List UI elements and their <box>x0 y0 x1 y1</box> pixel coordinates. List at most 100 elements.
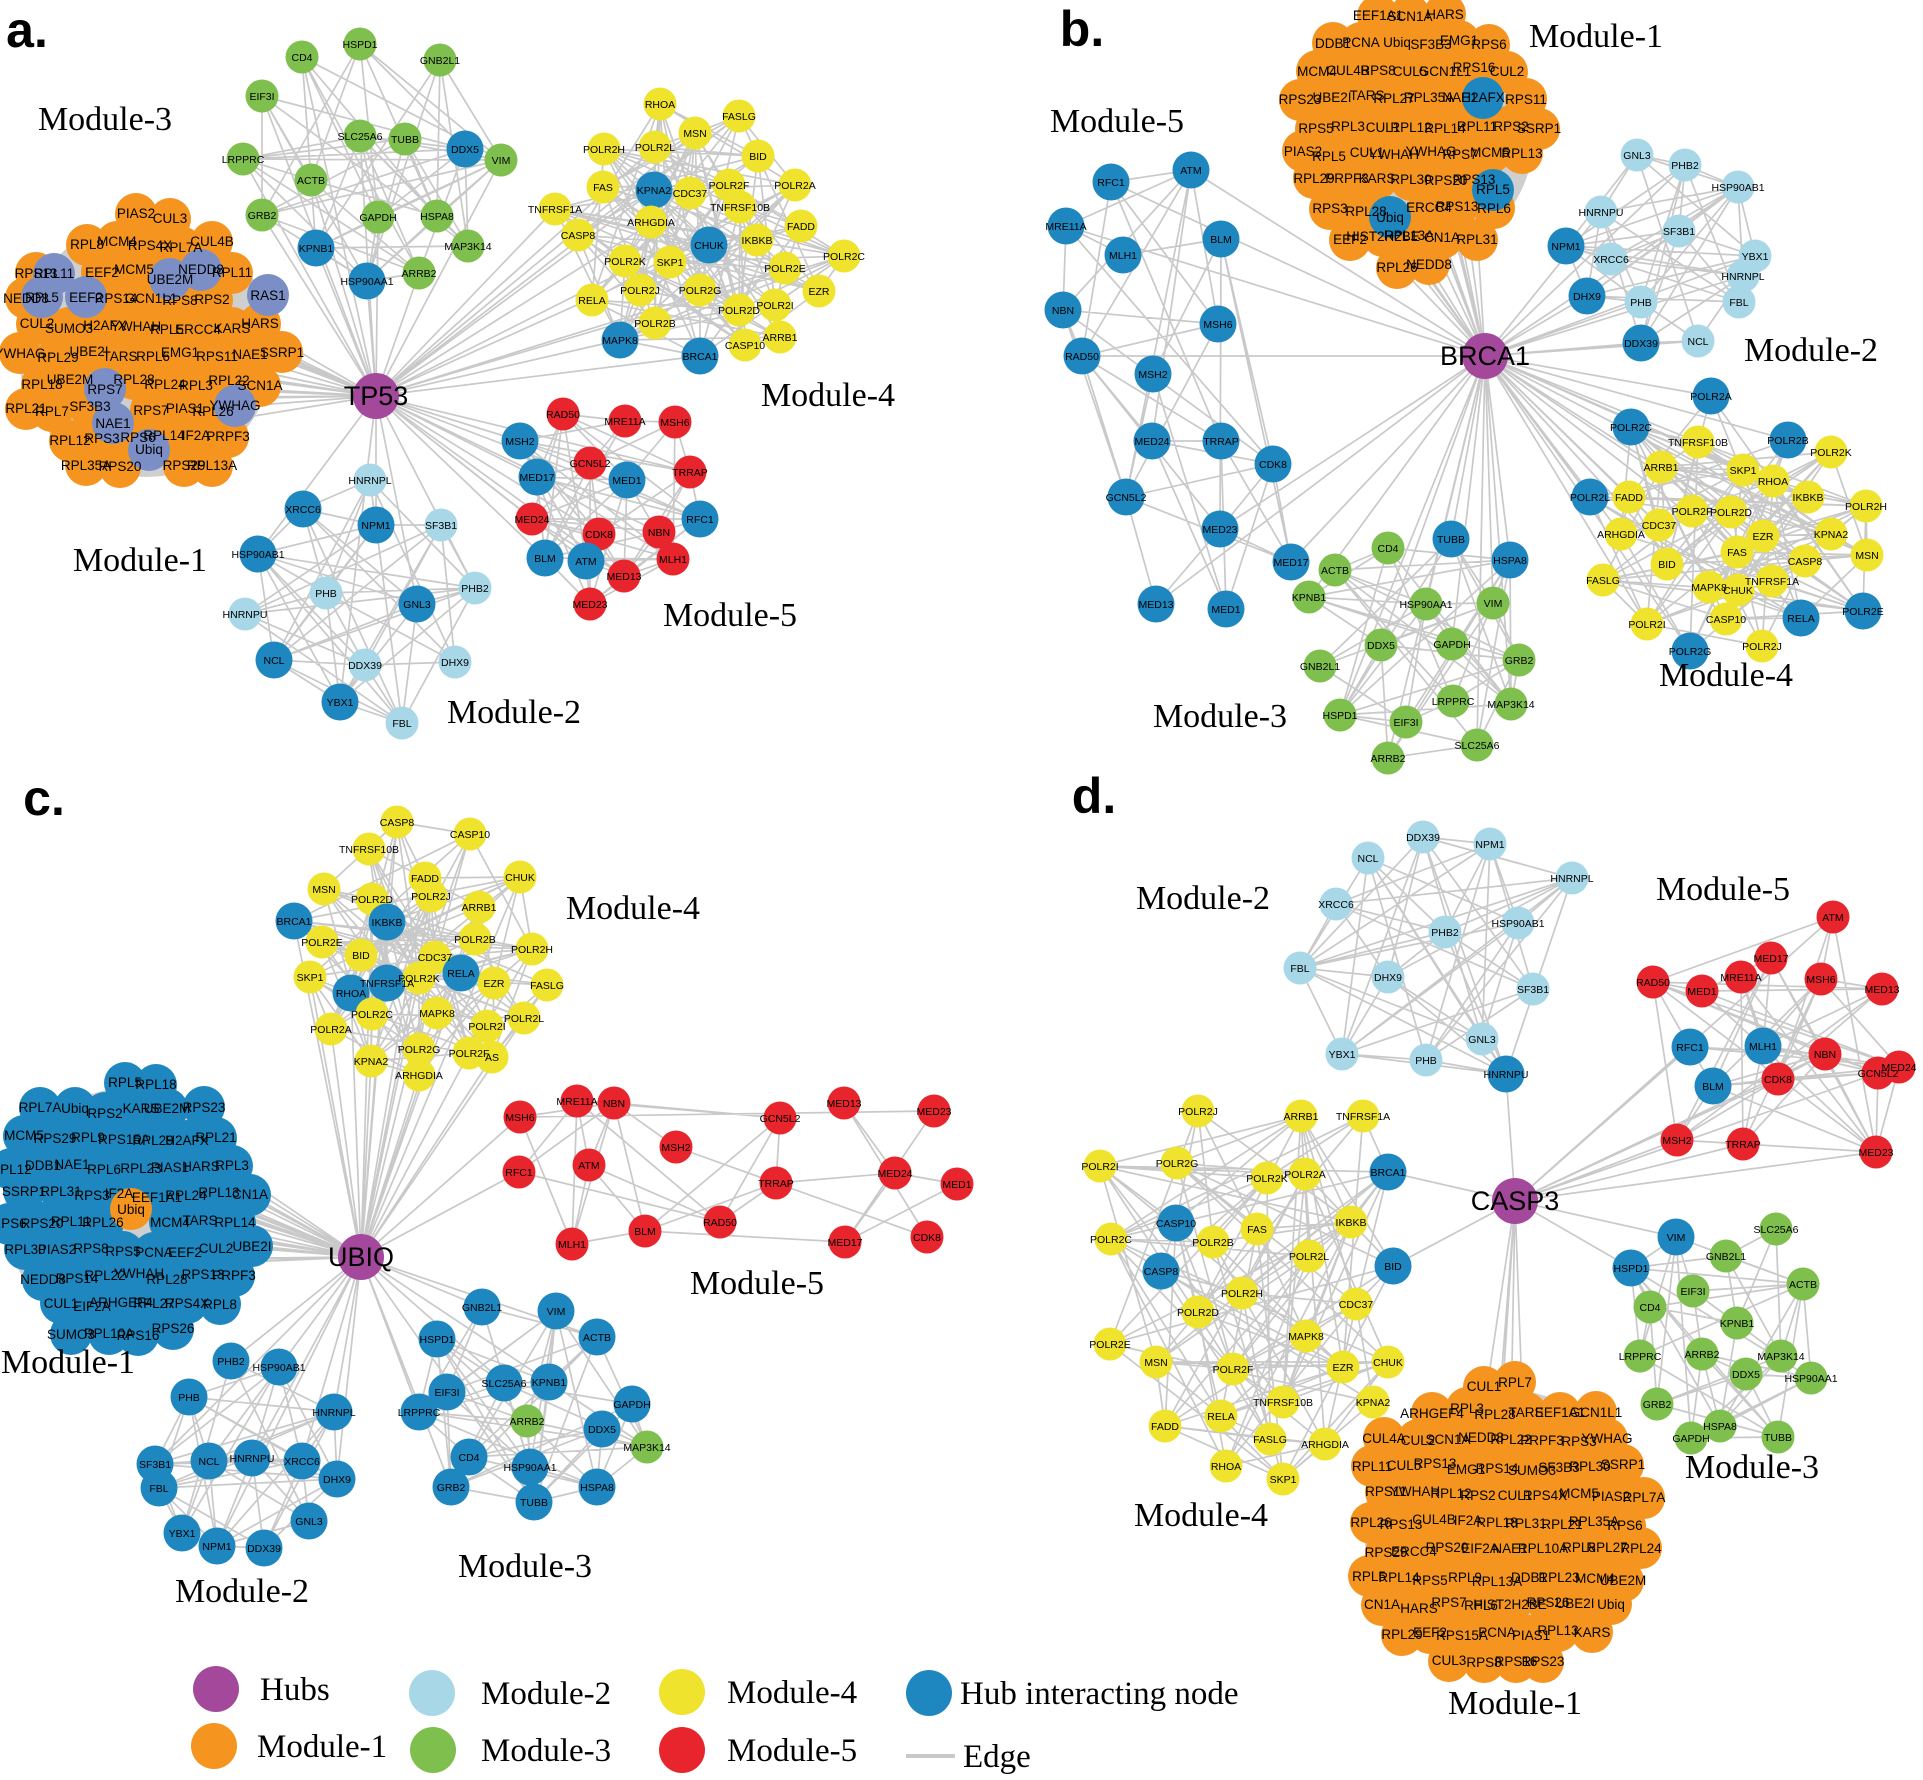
svg-text:MLH1: MLH1 <box>1749 1041 1777 1053</box>
svg-text:CHUK: CHUK <box>1373 1357 1403 1369</box>
svg-text:MED24: MED24 <box>1134 436 1169 448</box>
svg-text:RPL8: RPL8 <box>70 237 104 252</box>
svg-text:Module-1: Module-1 <box>1529 18 1663 55</box>
svg-text:VIM: VIM <box>547 1306 566 1318</box>
svg-text:CUL3: CUL3 <box>1432 1653 1467 1668</box>
svg-text:FBL: FBL <box>1729 297 1748 309</box>
svg-text:XRCC6: XRCC6 <box>284 1456 320 1468</box>
svg-text:RPS13: RPS13 <box>182 1267 225 1282</box>
svg-text:MED23: MED23 <box>1202 524 1237 536</box>
svg-text:HNRNPL: HNRNPL <box>348 475 391 487</box>
svg-text:PCNA: PCNA <box>1478 1625 1516 1640</box>
svg-text:MED13: MED13 <box>1864 984 1899 996</box>
svg-text:RPL21: RPL21 <box>5 401 46 416</box>
svg-text:BID: BID <box>1658 559 1676 571</box>
svg-text:MSN: MSN <box>1855 550 1878 562</box>
svg-text:RPL3: RPL3 <box>1450 1401 1484 1416</box>
svg-text:ARHGDIA: ARHGDIA <box>627 217 675 229</box>
svg-text:FBL: FBL <box>1290 963 1309 975</box>
svg-text:RHOA: RHOA <box>336 988 366 1000</box>
svg-text:LRPPRC: LRPPRC <box>1619 1351 1662 1363</box>
svg-text:HSP90AB1: HSP90AB1 <box>231 549 284 561</box>
svg-text:POLR2D: POLR2D <box>351 894 393 906</box>
svg-text:RPL11: RPL11 <box>212 265 252 280</box>
svg-text:RPS11: RPS11 <box>1505 92 1547 107</box>
svg-text:CDC37: CDC37 <box>418 952 453 964</box>
svg-text:GCN1L1: GCN1L1 <box>125 291 178 306</box>
svg-text:RPS5: RPS5 <box>1412 1573 1447 1588</box>
svg-text:RPL9: RPL9 <box>1448 1570 1482 1585</box>
svg-text:PHB: PHB <box>315 588 337 600</box>
svg-text:HSPA8: HSPA8 <box>1703 1421 1737 1433</box>
svg-text:HSP90AA1: HSP90AA1 <box>1399 599 1452 611</box>
svg-text:MAP3K14: MAP3K14 <box>1757 1351 1804 1363</box>
svg-text:EEF1A1: EEF1A1 <box>1535 1405 1585 1420</box>
svg-text:ARRB2: ARRB2 <box>509 1416 544 1428</box>
svg-text:RPL6: RPL6 <box>136 349 170 364</box>
svg-text:POLR2B: POLR2B <box>1192 1237 1233 1249</box>
svg-text:TNFRSF10B: TNFRSF10B <box>710 202 770 214</box>
svg-text:SSRP1: SSRP1 <box>260 345 304 360</box>
svg-text:CUL4B: CUL4B <box>1326 63 1370 78</box>
svg-text:AS: AS <box>485 1052 499 1064</box>
svg-text:RPL35A: RPL35A <box>61 458 111 473</box>
svg-text:PHB2: PHB2 <box>1431 927 1459 939</box>
svg-text:RPL22: RPL22 <box>1490 1432 1531 1447</box>
svg-text:Hubs: Hubs <box>260 1672 330 1708</box>
svg-text:CHUK: CHUK <box>1723 585 1753 597</box>
svg-text:SKP1: SKP1 <box>657 257 684 269</box>
svg-text:ATM: ATM <box>575 556 596 568</box>
svg-text:EIF2A: EIF2A <box>1461 1541 1499 1556</box>
svg-text:RHOA: RHOA <box>1211 1461 1241 1473</box>
svg-text:BLM: BLM <box>634 1226 656 1238</box>
svg-text:PCNA: PCNA <box>135 1245 173 1260</box>
svg-text:POLR2C: POLR2C <box>823 251 865 263</box>
svg-text:RPS23: RPS23 <box>1522 1654 1565 1669</box>
svg-text:KPNB1: KPNB1 <box>1292 592 1327 604</box>
svg-text:EIF3I: EIF3I <box>1393 717 1418 729</box>
svg-text:GNB2L1: GNB2L1 <box>1300 661 1340 673</box>
svg-text:POLR2A: POLR2A <box>1690 391 1731 403</box>
svg-text:MCM5: MCM5 <box>1559 1486 1599 1501</box>
svg-text:KARS: KARS <box>1359 171 1396 186</box>
svg-text:XRCC6: XRCC6 <box>1593 254 1629 266</box>
svg-text:HSPA8: HSPA8 <box>580 1482 614 1494</box>
svg-text:CASP8: CASP8 <box>1788 556 1823 568</box>
svg-text:RPS20: RPS20 <box>99 459 142 474</box>
svg-text:UBE2I: UBE2I <box>232 1239 271 1254</box>
svg-text:RPS11: RPS11 <box>196 349 238 364</box>
svg-text:POLR2F: POLR2F <box>1213 1364 1254 1376</box>
svg-text:NEDD8: NEDD8 <box>1458 1430 1504 1445</box>
svg-text:CUL1: CUL1 <box>1350 145 1385 160</box>
svg-text:Edge: Edge <box>963 1739 1031 1775</box>
svg-text:RPL29: RPL29 <box>37 350 78 365</box>
svg-text:YWHAG: YWHAG <box>0 346 46 361</box>
svg-text:EIF3I: EIF3I <box>249 91 274 103</box>
svg-text:PIAS2: PIAS2 <box>38 1242 76 1257</box>
svg-text:POLR2H: POLR2H <box>511 944 553 956</box>
svg-text:RPS5: RPS5 <box>1298 121 1333 136</box>
svg-text:TARS: TARS <box>102 349 137 364</box>
svg-text:RPL23: RPL23 <box>1538 1570 1579 1585</box>
svg-text:RPL31: RPL31 <box>1505 1516 1546 1531</box>
svg-text:Ubiq: Ubiq <box>1376 210 1404 225</box>
svg-text:MRE11A: MRE11A <box>1720 972 1761 984</box>
svg-text:DDX5: DDX5 <box>1732 1369 1760 1381</box>
svg-text:FADD: FADD <box>1151 1421 1179 1433</box>
svg-text:POLR2J: POLR2J <box>1742 641 1782 653</box>
svg-text:ERCC4: ERCC4 <box>1391 1544 1437 1559</box>
svg-text:GRB2: GRB2 <box>248 210 277 222</box>
svg-text:POLR2E: POLR2E <box>1089 1339 1130 1351</box>
svg-text:SSRP1: SSRP1 <box>1517 121 1561 136</box>
svg-text:RPS15A: RPS15A <box>98 1132 150 1147</box>
svg-text:FASLG: FASLG <box>1253 1434 1287 1446</box>
svg-text:PCNA: PCNA <box>1342 35 1380 50</box>
svg-text:POLR2K: POLR2K <box>1810 447 1851 459</box>
svg-text:SKP1: SKP1 <box>1270 1474 1297 1486</box>
svg-text:MED13: MED13 <box>826 1098 861 1110</box>
svg-text:HIST2H2BE: HIST2H2BE <box>1346 229 1420 244</box>
svg-text:BLM: BLM <box>534 553 556 565</box>
svg-text:RPS16: RPS16 <box>1495 1654 1538 1669</box>
svg-text:POLR2A: POLR2A <box>310 1024 351 1036</box>
svg-text:SSRP1: SSRP1 <box>2 1184 46 1199</box>
